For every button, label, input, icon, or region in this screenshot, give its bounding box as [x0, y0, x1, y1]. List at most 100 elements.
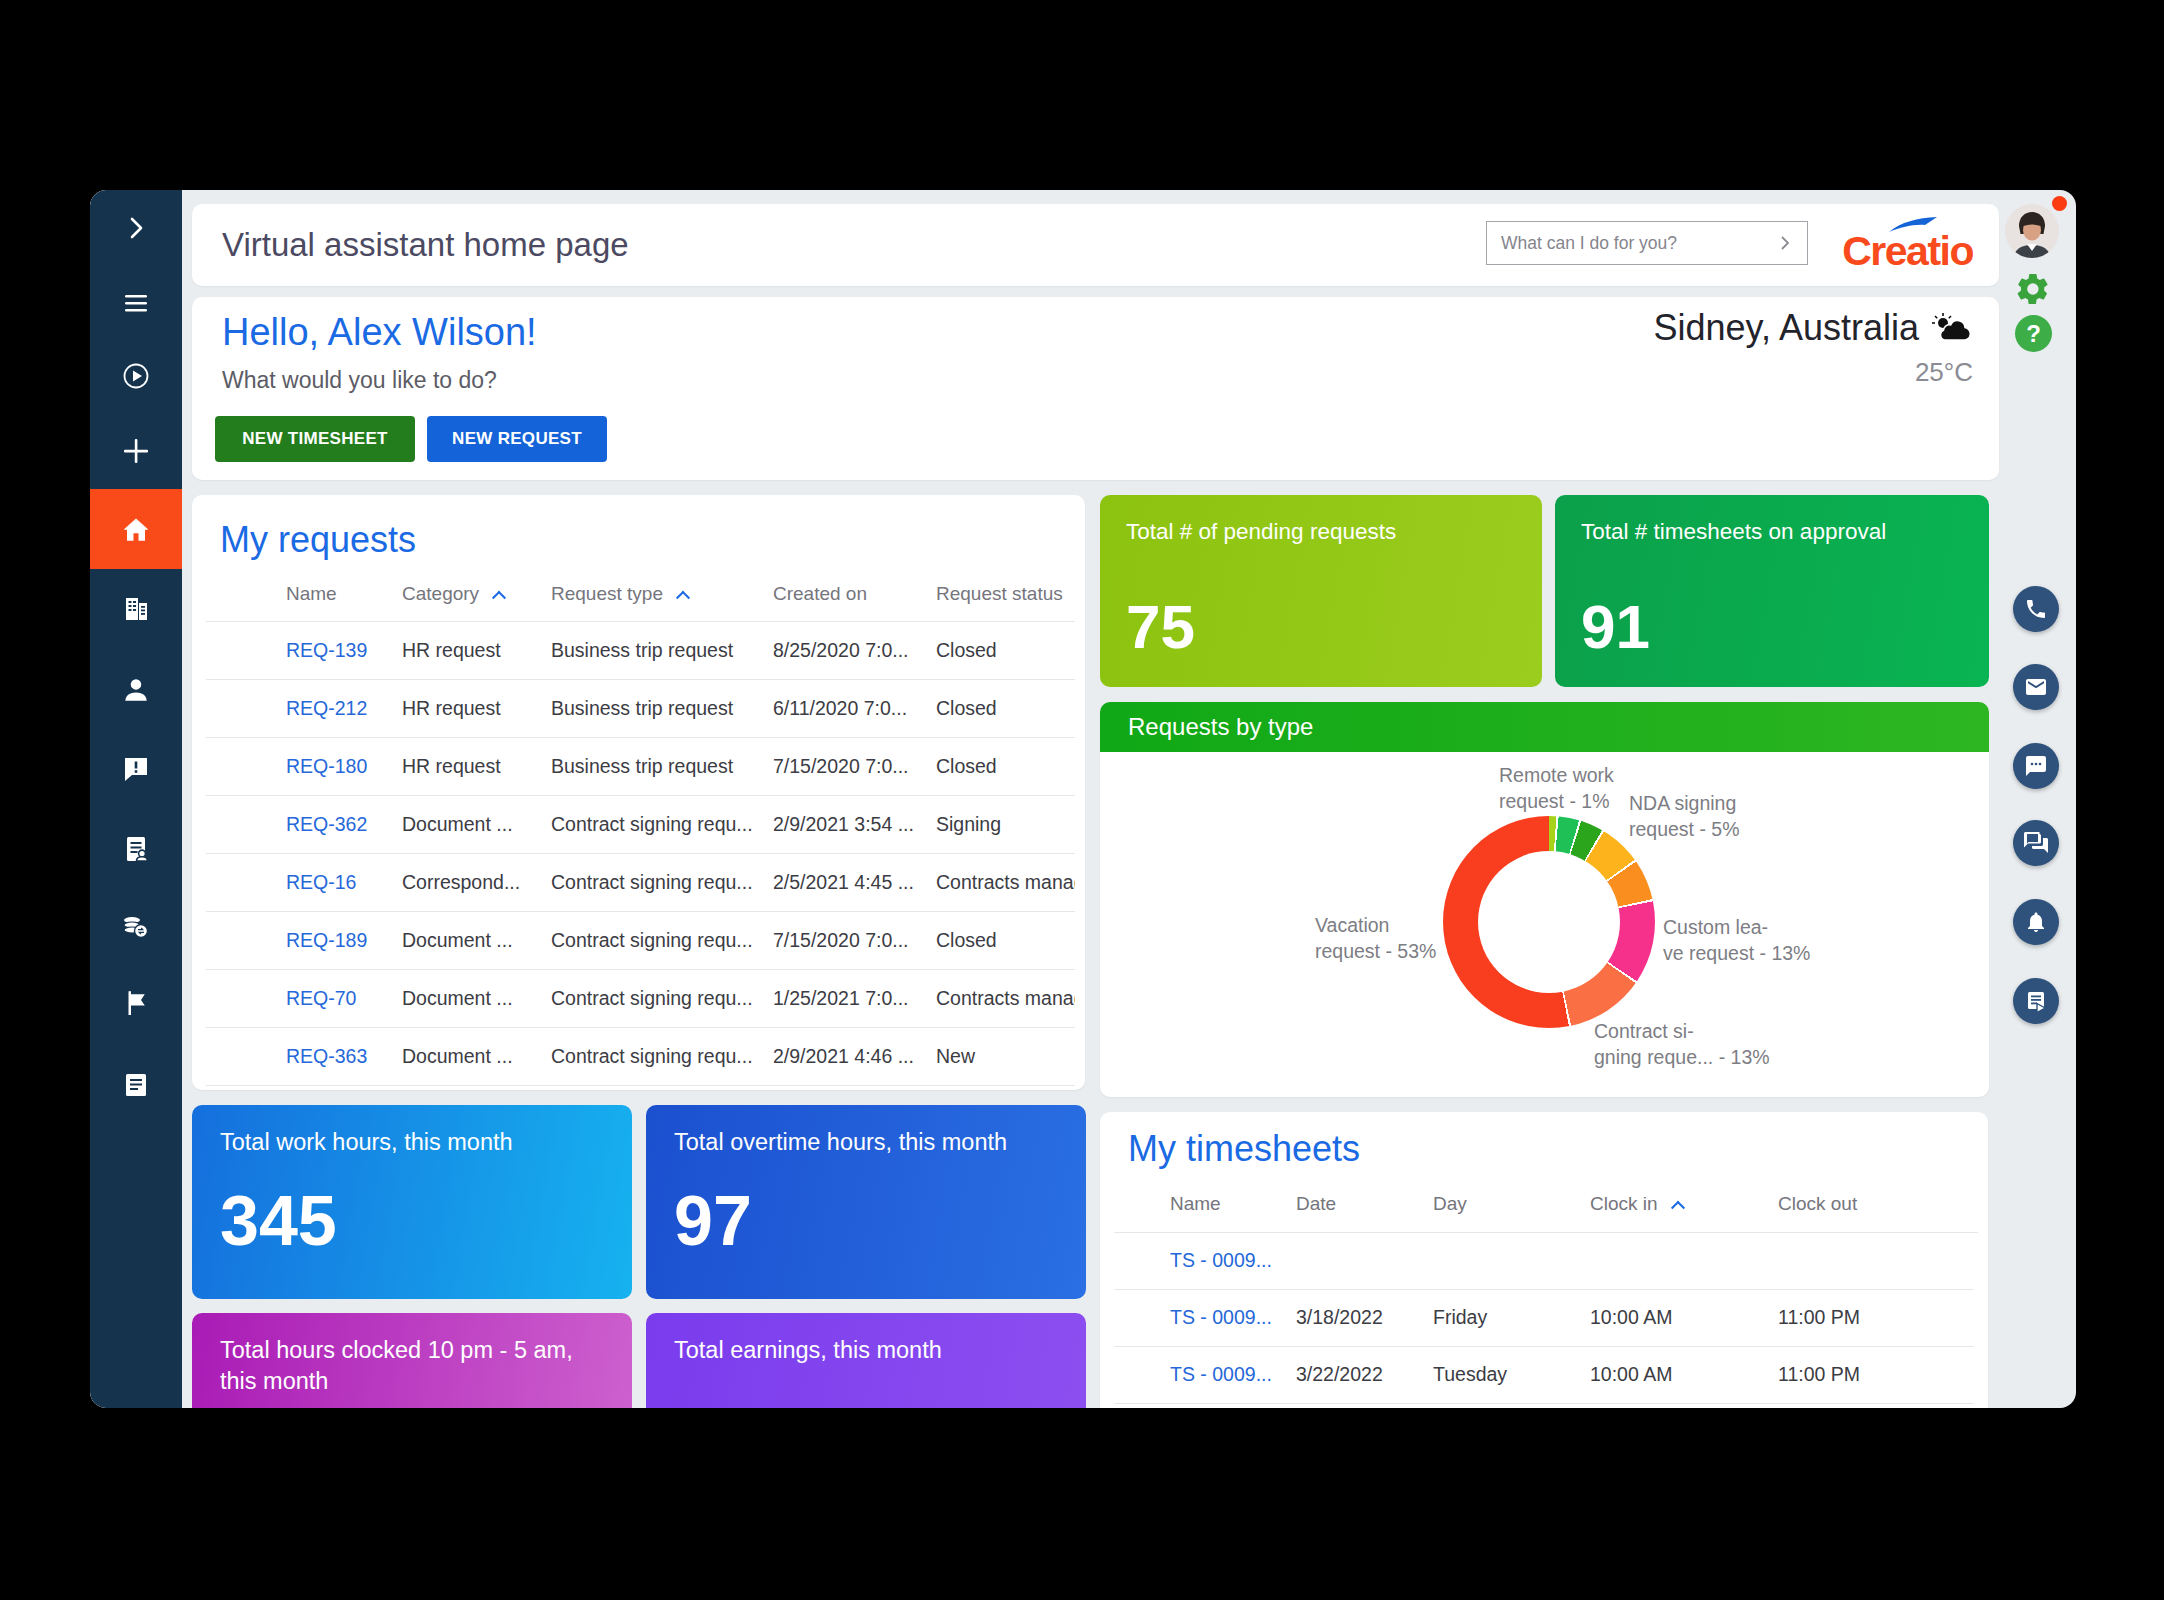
- requests-icon[interactable]: [121, 834, 151, 864]
- request-row[interactable]: REQ-212HR requestBusiness trip request6/…: [206, 679, 1075, 738]
- pending-requests-value: 75: [1126, 591, 1195, 662]
- work-hours-tile[interactable]: Total work hours, this month 345: [192, 1105, 632, 1299]
- request-cell: Contracts manag: [936, 871, 1075, 894]
- add-icon[interactable]: [121, 436, 151, 466]
- column-header-date[interactable]: Date: [1296, 1193, 1433, 1215]
- request-cell: Business trip request: [551, 697, 773, 720]
- left-sidebar: [90, 190, 182, 1408]
- pending-requests-tile[interactable]: Total # of pending requests 75: [1100, 495, 1542, 687]
- request-row[interactable]: REQ-16Correspond...Contract signing requ…: [206, 853, 1075, 912]
- request-link[interactable]: REQ-212: [286, 697, 402, 720]
- search-submit-icon[interactable]: [1777, 233, 1793, 253]
- app-window: Virtual assistant home page What can I d…: [90, 190, 2076, 1408]
- my-requests-title: My requests: [220, 519, 416, 561]
- timesheets-approval-tile[interactable]: Total # timesheets on approval 91: [1555, 495, 1989, 687]
- request-cell: 7/15/2020 7:0...: [773, 929, 936, 952]
- column-header-request-status[interactable]: Request status: [936, 583, 1085, 605]
- column-header-category[interactable]: Category: [402, 583, 551, 605]
- request-cell: Contract signing requ...: [551, 929, 773, 952]
- request-cell: Closed: [936, 697, 1075, 720]
- column-header-created-on[interactable]: Created on: [773, 583, 936, 605]
- conversations-button[interactable]: [2013, 820, 2059, 866]
- sidebar-item-home-active[interactable]: [90, 489, 182, 569]
- user-avatar[interactable]: [2005, 204, 2059, 258]
- greeting-card: Hello, Alex Wilson! What would you like …: [192, 297, 1999, 480]
- timesheet-link[interactable]: TS - 0009...: [1170, 1306, 1296, 1329]
- temperature-text: 25°C: [1915, 357, 1973, 388]
- email-button[interactable]: [2013, 664, 2059, 710]
- request-link[interactable]: REQ-139: [286, 639, 402, 662]
- request-cell: 2/9/2021 4:46 ...: [773, 1045, 936, 1068]
- request-row[interactable]: REQ-139HR requestBusiness trip request8/…: [206, 621, 1075, 680]
- timesheet-link[interactable]: TS - 0009...: [1170, 1363, 1296, 1386]
- request-cell: HR request: [402, 697, 551, 720]
- timesheet-row[interactable]: TS - 0009...: [1114, 1232, 1974, 1290]
- request-cell: HR request: [402, 639, 551, 662]
- request-row[interactable]: REQ-363Document ...Contract signing requ…: [206, 1027, 1075, 1086]
- employees-icon[interactable]: [121, 675, 151, 705]
- calls-button[interactable]: [2013, 586, 2059, 632]
- request-link[interactable]: REQ-16: [286, 871, 402, 894]
- request-row[interactable]: REQ-180HR requestBusiness trip request7/…: [206, 737, 1075, 796]
- request-cell: Contract signing requ...: [551, 1045, 773, 1068]
- column-header-name[interactable]: Name: [286, 583, 402, 605]
- run-process-icon[interactable]: [121, 361, 151, 391]
- request-cell: Document ...: [402, 813, 551, 836]
- settings-gear-icon[interactable]: [2015, 271, 2051, 307]
- column-header-clock-in[interactable]: Clock in: [1590, 1193, 1778, 1215]
- request-cell: Contract signing requ...: [551, 813, 773, 836]
- feed-icon[interactable]: [121, 1070, 151, 1100]
- requests-by-type-card: Requests by type Remote workrequest - 1%…: [1100, 702, 1989, 1097]
- org-structure-icon[interactable]: [121, 594, 151, 624]
- timesheet-cell: 11:00 PM: [1778, 1306, 1974, 1329]
- earnings-tile[interactable]: Total earnings, this month: [646, 1313, 1086, 1408]
- cases-icon[interactable]: [121, 754, 151, 784]
- request-cell: Document ...: [402, 929, 551, 952]
- home-icon: [121, 515, 151, 545]
- help-icon[interactable]: ?: [2015, 315, 2052, 352]
- request-cell: New: [936, 1045, 1075, 1068]
- request-link[interactable]: REQ-363: [286, 1045, 402, 1068]
- assistant-search-input[interactable]: What can I do for you?: [1486, 221, 1808, 265]
- column-header-clock-out[interactable]: Clock out: [1778, 1193, 1988, 1215]
- requests-table-header: NameCategory Request type Created onRequ…: [192, 567, 1085, 621]
- request-cell: Contracts manag: [936, 987, 1075, 1010]
- expand-sidebar-icon[interactable]: [121, 213, 151, 243]
- search-placeholder: What can I do for you?: [1501, 233, 1677, 254]
- timesheet-row[interactable]: TS - 0009...3/18/2022Friday10:00 AM11:00…: [1114, 1289, 1974, 1347]
- request-cell: 7/15/2020 7:0...: [773, 755, 936, 778]
- timesheet-cell: 3/18/2022: [1296, 1306, 1433, 1329]
- column-header-request-type[interactable]: Request type: [551, 583, 773, 605]
- menu-icon[interactable]: [121, 288, 151, 318]
- my-timesheets-title: My timesheets: [1128, 1128, 1360, 1170]
- location-text: Sidney, Australia: [1654, 307, 1919, 349]
- request-link[interactable]: REQ-180: [286, 755, 402, 778]
- timesheet-link[interactable]: TS - 0009...: [1170, 1249, 1296, 1272]
- request-row[interactable]: REQ-70Document ...Contract signing requ.…: [206, 969, 1075, 1028]
- location-block: Sidney, Australia: [1654, 307, 1973, 349]
- night-hours-tile[interactable]: Total hours clocked 10 pm - 5 am, this m…: [192, 1313, 632, 1408]
- new-request-button[interactable]: NEW REQUEST: [427, 416, 607, 462]
- creatio-logo: Creatio: [1842, 228, 1973, 275]
- request-row[interactable]: REQ-362Document ...Contract signing requ…: [206, 795, 1075, 854]
- top-bar: Virtual assistant home page What can I d…: [192, 204, 1999, 286]
- flag-icon[interactable]: [121, 988, 151, 1018]
- notifications-button[interactable]: [2013, 899, 2059, 945]
- new-timesheet-button[interactable]: NEW TIMESHEET: [215, 416, 415, 462]
- chat-button[interactable]: [2013, 743, 2059, 789]
- column-header-name[interactable]: Name: [1170, 1193, 1296, 1215]
- compensations-icon[interactable]: [121, 912, 151, 942]
- requests-by-type-title: Requests by type: [1128, 713, 1313, 741]
- request-cell: Document ...: [402, 1045, 551, 1068]
- request-cell: Closed: [936, 929, 1075, 952]
- request-link[interactable]: REQ-362: [286, 813, 402, 836]
- request-link[interactable]: REQ-189: [286, 929, 402, 952]
- donut-label-nda: NDA signingrequest - 5%: [1629, 790, 1740, 842]
- request-row[interactable]: REQ-189Document ...Contract signing requ…: [206, 911, 1075, 970]
- my-timesheets-card: My timesheets NameDateDayClock in Clock …: [1100, 1112, 1988, 1408]
- column-header-day[interactable]: Day: [1433, 1193, 1590, 1215]
- process-log-button[interactable]: [2013, 978, 2059, 1024]
- request-link[interactable]: REQ-70: [286, 987, 402, 1010]
- timesheet-row[interactable]: TS - 0009...3/22/2022Tuesday10:00 AM11:0…: [1114, 1346, 1974, 1404]
- overtime-hours-tile[interactable]: Total overtime hours, this month 97: [646, 1105, 1086, 1299]
